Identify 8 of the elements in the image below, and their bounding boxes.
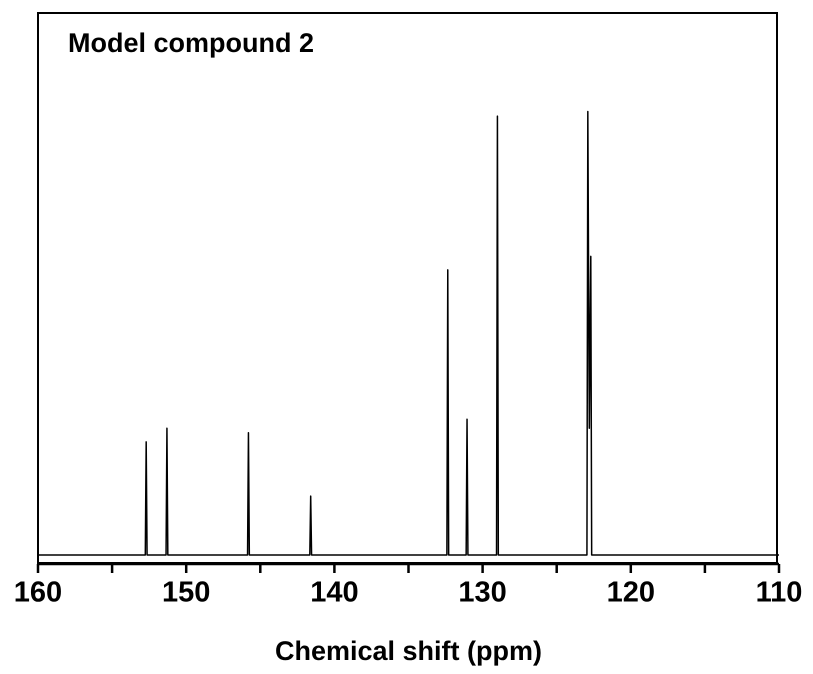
- x-tick-label: 130: [458, 576, 507, 609]
- x-tick-label: 120: [606, 576, 655, 609]
- x-tick-label: 160: [14, 576, 62, 609]
- x-axis-title: Chemical shift (ppm): [274, 636, 542, 666]
- x-tick-label: 150: [162, 576, 210, 609]
- x-tick-label: 110: [756, 576, 802, 609]
- x-tick-label: 140: [310, 576, 359, 609]
- chart-title: Model compound 2: [68, 28, 314, 59]
